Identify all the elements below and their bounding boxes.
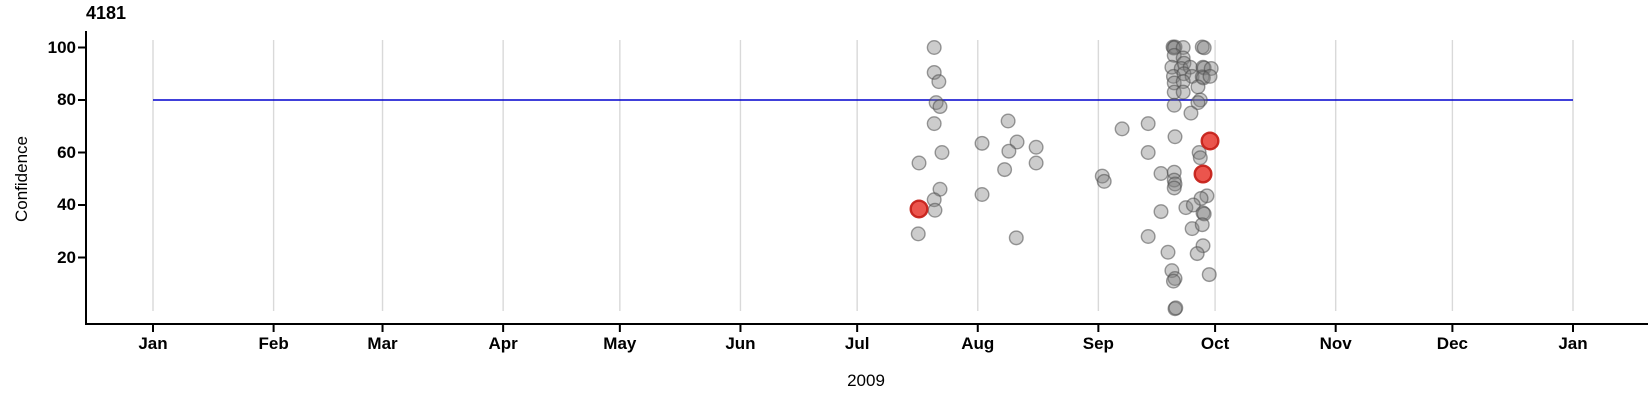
data-point — [1153, 204, 1169, 220]
data-point — [926, 64, 942, 80]
data-point — [1196, 40, 1212, 56]
data-point — [910, 226, 926, 242]
data-point — [1140, 144, 1156, 160]
data-point — [1190, 79, 1206, 95]
chart-title: 4181 — [86, 3, 127, 23]
data-point — [1192, 150, 1208, 166]
data-point — [1189, 246, 1205, 262]
x-tick-label: May — [603, 334, 637, 353]
data-point — [1167, 301, 1183, 317]
y-axis-title: Confidence — [12, 135, 31, 223]
data-point — [1175, 84, 1191, 100]
data-point — [1190, 95, 1206, 111]
data-point — [1166, 180, 1182, 196]
x-tick-label: Feb — [258, 334, 289, 353]
x-tick-label: Sep — [1082, 334, 1114, 353]
data-point — [1166, 164, 1182, 180]
x-tick-label: Apr — [488, 334, 518, 353]
x-tick-label: Jan — [1558, 334, 1588, 353]
x-tick-label: Jun — [725, 334, 756, 353]
x-tick-label: Dec — [1436, 334, 1468, 353]
data-point — [1195, 238, 1211, 254]
y-tick-label: 40 — [57, 195, 76, 214]
data-point — [1165, 273, 1181, 289]
data-point — [1185, 197, 1201, 213]
highlighted-data-point — [909, 199, 929, 219]
highlighted-data-point — [1193, 164, 1213, 184]
data-point — [1001, 143, 1017, 159]
y-tick-label: 20 — [57, 247, 76, 267]
highlighted-data-point — [1200, 131, 1220, 151]
data-point — [1008, 230, 1024, 246]
data-point — [934, 144, 950, 160]
data-point — [1166, 47, 1182, 63]
data-point — [1028, 139, 1044, 155]
data-point — [974, 186, 990, 202]
data-point — [911, 155, 927, 171]
data-point — [931, 74, 947, 90]
x-axis-title: 2009 — [847, 371, 885, 390]
data-point — [1140, 116, 1156, 132]
data-point — [1167, 129, 1183, 145]
data-point — [1202, 68, 1218, 84]
data-point — [1096, 173, 1112, 189]
x-tick-label: Nov — [1319, 334, 1352, 353]
x-tick-label: Oct — [1200, 334, 1230, 353]
data-point — [1114, 121, 1130, 137]
data-point — [1000, 113, 1016, 129]
data-point — [1166, 97, 1182, 113]
x-tick-label: Aug — [961, 334, 995, 353]
data-point — [1183, 105, 1199, 121]
data-point — [974, 135, 990, 151]
data-point — [926, 116, 942, 132]
data-point — [1028, 155, 1044, 171]
data-point — [1153, 165, 1169, 181]
data-point — [1175, 74, 1191, 90]
data-point — [926, 40, 942, 56]
y-tick-label: 100 — [47, 37, 76, 57]
data-point — [1168, 300, 1184, 316]
data-point — [1140, 228, 1156, 244]
data-point — [1160, 244, 1176, 260]
data-point — [1201, 267, 1217, 283]
data-point — [1191, 144, 1207, 160]
y-tick-label: 80 — [57, 90, 76, 109]
x-tick-label: Mar — [367, 334, 398, 353]
data-point — [1194, 217, 1210, 233]
y-tick-label: 60 — [57, 142, 76, 162]
data-point — [997, 162, 1013, 178]
x-tick-label: Jan — [138, 334, 168, 353]
x-tick-label: Jul — [844, 334, 870, 353]
data-point — [932, 99, 948, 115]
data-point — [926, 192, 942, 208]
data-point — [927, 202, 943, 218]
data-point — [1196, 206, 1212, 222]
